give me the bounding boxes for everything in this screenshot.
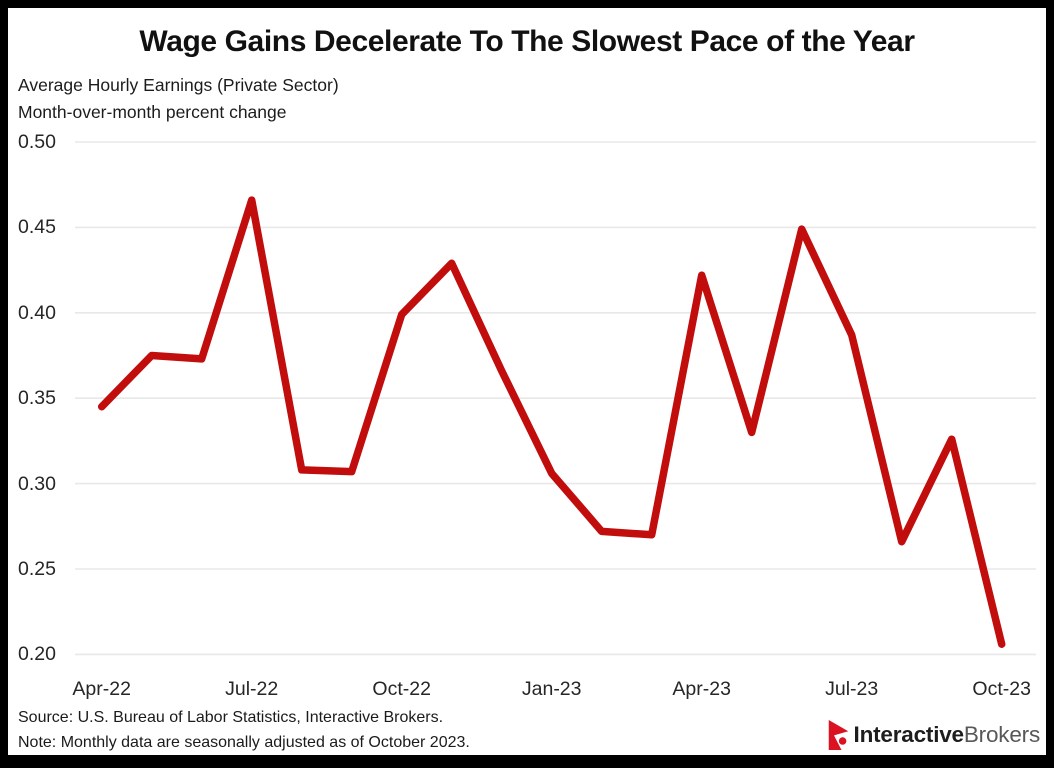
y-tick-label: 0.35 <box>18 387 56 410</box>
interactive-brokers-logo: InteractiveBrokers <box>825 714 1040 755</box>
x-tick-label: Jan-23 <box>521 678 582 700</box>
logo-text-brokers: Brokers <box>963 722 1040 747</box>
chart-canvas: Wage Gains Decelerate To The Slowest Pac… <box>8 8 1046 755</box>
logo-wordmark: InteractiveBrokers <box>853 722 1041 748</box>
y-tick-label: 0.40 <box>18 301 56 324</box>
y-tick-label: 0.20 <box>18 643 56 666</box>
source-text: Source: U.S. Bureau of Labor Statistics,… <box>18 709 444 726</box>
note-text: Note: Monthly data are seasonally adjust… <box>18 734 470 751</box>
y-tick-label: 0.50 <box>18 131 56 153</box>
chart-subtitle-units: Month-over-month percent change <box>18 102 287 122</box>
ahe-mom-data-line <box>97 196 1006 648</box>
interactive-brokers-spinnaker-icon <box>828 720 848 750</box>
x-tick-label: Apr-22 <box>72 678 131 700</box>
y-tick-label: 0.45 <box>18 216 56 239</box>
y-tick-label: 0.25 <box>18 558 56 580</box>
chart-title: Wage Gains Decelerate To The Slowest Pac… <box>139 25 915 58</box>
x-tick-label: Jul-23 <box>825 678 879 700</box>
wage-gains-line-chart <box>75 141 1036 656</box>
x-tick-label: Apr-23 <box>672 678 731 700</box>
x-tick-label: Jul-22 <box>225 678 279 700</box>
x-tick-label: Oct-22 <box>372 678 431 700</box>
y-tick-label: 0.30 <box>18 472 56 495</box>
chart-subtitle-series: Average Hourly Earnings (Private Sector) <box>18 75 339 95</box>
x-tick-label: Oct-23 <box>972 678 1031 700</box>
logo-text-interactive: Interactive <box>853 722 965 747</box>
